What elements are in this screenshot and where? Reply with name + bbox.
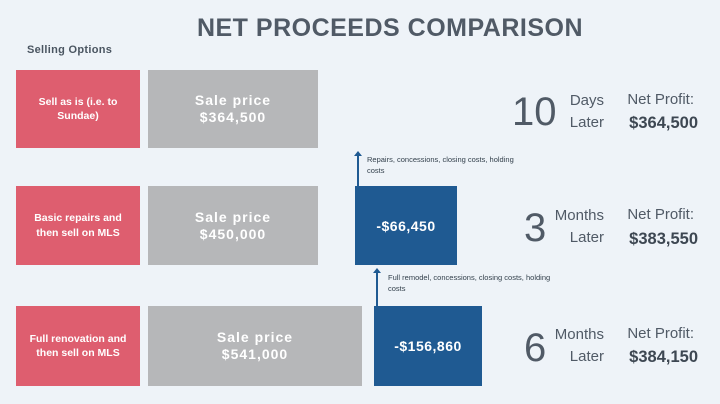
sale-price-value: $541,000 [221,346,289,362]
net-profit-label: Net Profit: [627,206,694,223]
option-box: Full renovation and then sell on MLS [16,306,140,386]
net-profit-label: Net Profit: [627,325,694,342]
time-unit-label: Days Later [560,90,604,134]
sale-price-label: Sale price [194,208,272,225]
time-suffix: Later [569,228,604,246]
cost-note: Full remodel, concessions, closing costs… [388,273,551,294]
time-unit: Months [554,326,604,343]
option-box: Basic repairs and then sell on MLS [16,186,140,265]
page-title: NET PROCEEDS COMPARISON [196,14,584,42]
cost-note: Repairs, concessions, closing costs, hol… [367,155,514,176]
time-number: 6 [524,326,547,370]
time-unit-label: Months Later [548,205,604,249]
time-unit-label: Months Later [548,324,604,368]
sale-price-label: Sale price [194,92,272,109]
sale-price-value: $364,500 [199,109,267,125]
cost-deduction-box: -$156,860 [374,306,482,386]
sale-price-value: $450,000 [199,225,267,242]
note-arrow [354,151,362,186]
net-profit-value: $364,500 [629,114,698,132]
sale-price-label: Sale price [216,329,294,346]
net-profit-value: $384,150 [629,348,698,366]
sale-price-box: Sale price $364,500 [148,70,318,148]
sale-price-box: Sale price $541,000 [148,306,362,386]
time-number: 3 [524,206,547,250]
time-suffix: Later [569,347,604,365]
sale-price-box: Sale price $450,000 [148,186,318,265]
time-unit: Months [554,207,604,224]
time-number: 10 [512,90,557,134]
time-unit: Days [569,92,604,109]
option-box: Sell as is (i.e. to Sundae) [16,70,140,148]
note-arrow [373,268,381,306]
time-suffix: Later [569,113,604,131]
cost-deduction-box: -$66,450 [355,186,457,265]
net-profit-label: Net Profit: [627,91,694,108]
section-label: Selling Options [27,44,113,56]
net-profit-value: $383,550 [629,230,698,248]
